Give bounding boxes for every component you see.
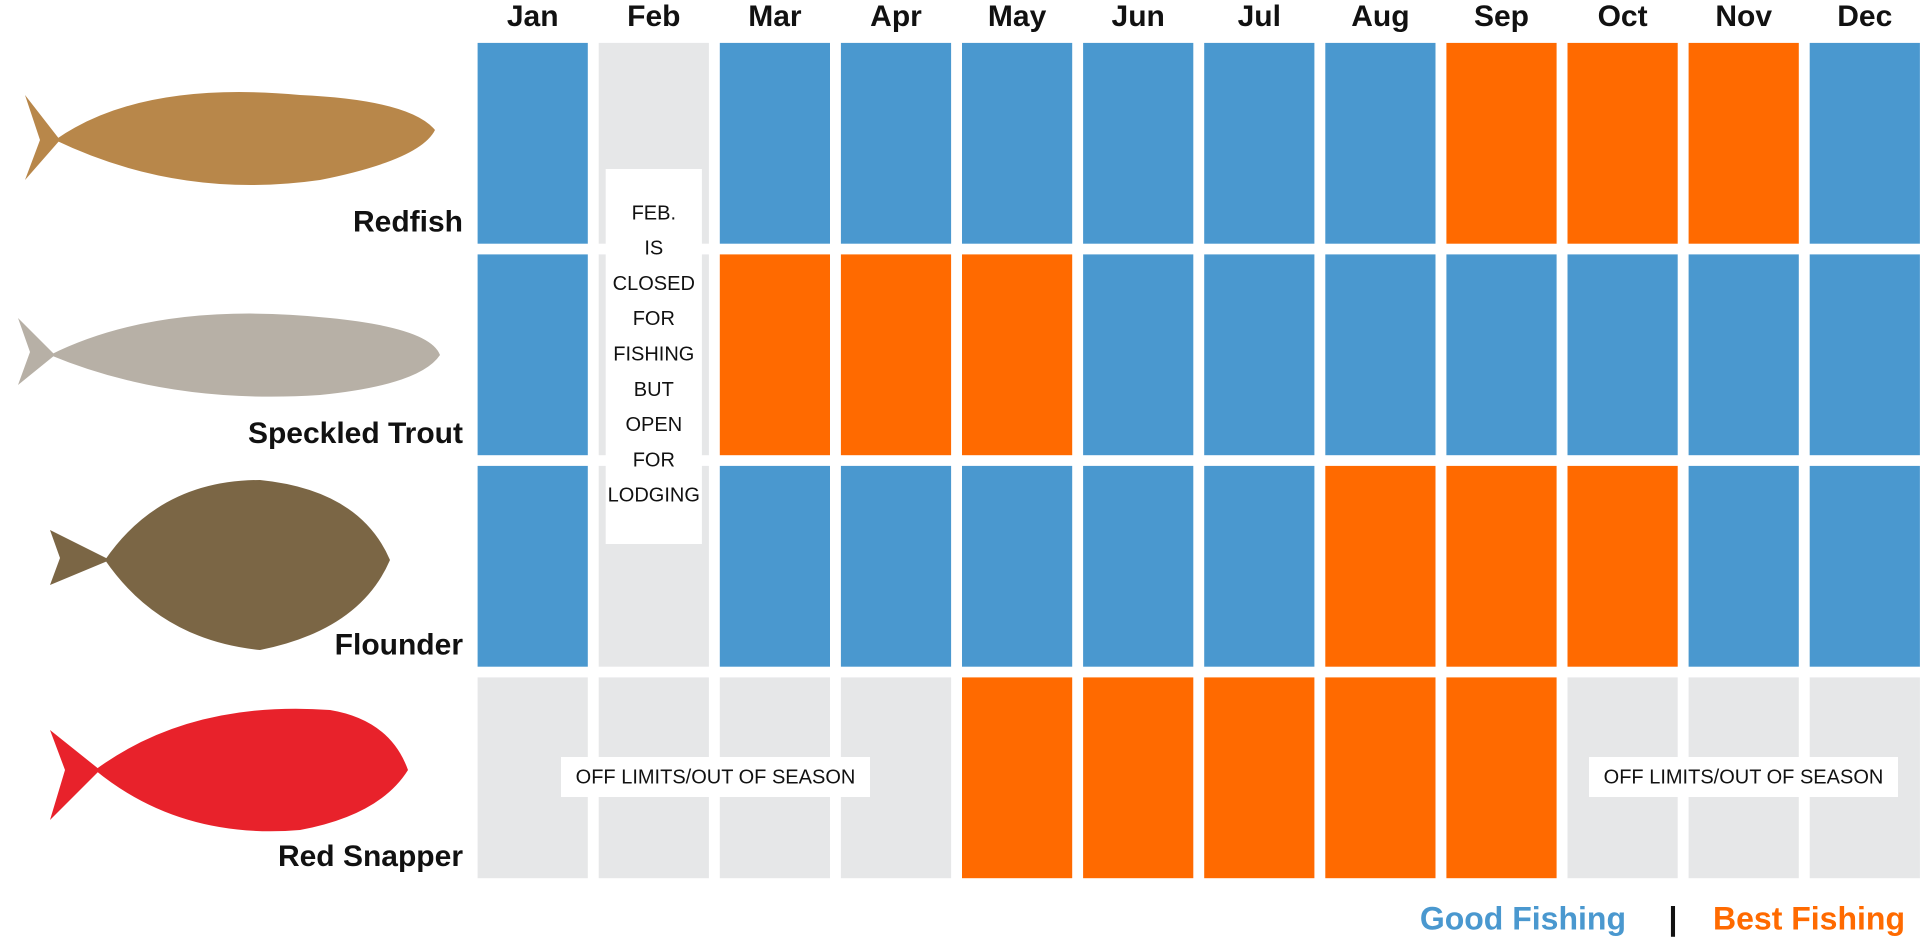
month-label: Feb [627,0,680,33]
off-limits-box [1589,757,1898,797]
month-label: Jan [507,0,559,33]
month-cell [1325,254,1436,456]
month-cell [1083,465,1194,667]
month-cell [1688,465,1799,667]
month-label: Mar [748,0,802,33]
month-cell [962,254,1073,456]
month-cell [1204,465,1315,667]
month-cell [1325,42,1436,244]
note-line: CLOSED [613,273,695,295]
month-cell [1446,677,1557,879]
month-cell [1446,42,1557,244]
redfish-illustration [25,92,435,185]
month-label: Aug [1351,0,1409,33]
month-label: Dec [1837,0,1892,33]
fish-name: Red Snapper [278,840,463,873]
off-limits-box [561,757,870,797]
trout-illustration [18,313,440,397]
month-cell [1083,254,1194,456]
note-box [605,169,702,544]
month-cell [1204,677,1315,879]
month-cell [477,465,588,667]
month-cell [719,254,830,456]
month-cell [1446,465,1557,667]
snapper-illustration [50,708,408,832]
month-label: Jul [1238,0,1281,33]
month-label: Oct [1598,0,1648,33]
note-line: LODGING [608,485,700,507]
fish-illustrations [18,92,440,832]
off-limits-label: OFF LIMITS/OUT OF SEASON [1604,766,1884,788]
month-label: Apr [870,0,922,33]
month-label: Nov [1715,0,1772,33]
fish-name: Flounder [335,629,464,662]
note-line: BUT [634,379,674,401]
month-label: May [988,0,1047,33]
month-cell [719,42,830,244]
month-cell [477,42,588,244]
month-cell [1567,254,1678,456]
month-cell [1446,254,1557,456]
note-line: FISHING [613,343,694,365]
month-cell [962,465,1073,667]
month-cell [1809,254,1920,456]
legend-item: Best Fishing [1713,900,1905,936]
fish-name: Speckled Trout [248,417,463,450]
note-line: FOR [633,308,675,330]
month-label: Sep [1474,0,1529,33]
note-line: FOR [633,449,675,471]
month-cell [1809,465,1920,667]
month-cell [1325,677,1436,879]
off-limits-label: OFF LIMITS/OUT OF SEASON [576,766,856,788]
month-cell [840,254,952,456]
month-cell [1809,42,1920,244]
month-cell [477,254,588,456]
month-cell [1083,42,1194,244]
month-cell [1325,465,1436,667]
note-line: FEB. [632,202,676,224]
legend-item: Good Fishing [1420,900,1626,936]
note-line: IS [644,238,663,260]
month-cell [1204,42,1315,244]
note-line: OPEN [625,414,682,436]
month-cell [1567,465,1678,667]
month-cell [1204,254,1315,456]
month-cell [1567,42,1678,244]
month-cell [840,465,952,667]
month-cell [1688,254,1799,456]
month-cell [1083,677,1194,879]
fish-name: Redfish [353,206,463,239]
month-cell [719,465,830,667]
month-cell [962,42,1073,244]
legend-separator: | [1669,900,1678,936]
month-cell [840,42,952,244]
month-label: Jun [1112,0,1165,33]
month-cell [1688,42,1799,244]
flounder-illustration [50,480,390,650]
month-cell [962,677,1073,879]
